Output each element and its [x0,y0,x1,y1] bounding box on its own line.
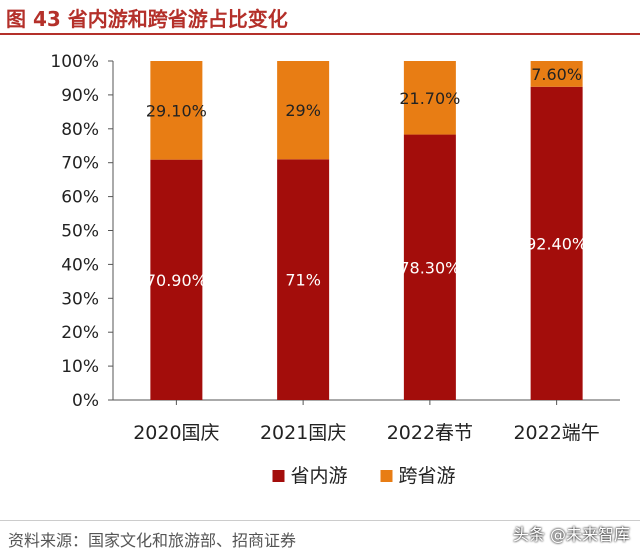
data-label: 21.70% [399,89,460,108]
bar-series-2 [403,61,456,135]
y-tick-label: 40% [61,255,99,275]
legend-swatch-2 [380,470,393,482]
y-tick-label: 90% [61,86,99,106]
bar-series-1 [150,159,203,400]
y-tick-label: 30% [61,289,99,309]
source-divider [0,520,640,521]
y-tick-label: 0% [72,391,99,411]
y-tick-label: 60% [61,188,99,208]
x-tick-label: 2021国庆 [260,422,346,444]
legend-swatch-1 [272,470,285,482]
data-label: 92.40% [526,234,587,253]
data-label: 70.90% [146,271,207,290]
bar-series-1 [530,86,583,400]
data-label: 71% [285,271,321,290]
legend-label-1: 省内游 [291,465,348,487]
bar-series-2 [277,61,330,160]
legend-label-2: 跨省游 [399,465,456,487]
bar-series-2 [530,61,583,87]
data-label: 7.60% [531,65,582,84]
bar-series-1 [403,134,456,401]
y-tick-label: 10% [61,357,99,377]
y-tick-label: 70% [61,154,99,174]
x-tick-label: 2022端午 [513,422,599,444]
data-label: 29% [285,101,321,120]
x-tick-label: 2022春节 [387,422,473,444]
stacked-bar-chart: 0% 10% 20% 30% 40% 50% 60% 70% 80% 90% 100% 70.90% 2… [50,52,620,487]
watermark: 头条 @未来智库 [512,525,630,544]
y-tick-label: 100% [50,52,99,72]
title-divider [0,33,640,35]
data-label: 78.30% [399,258,460,277]
bar-series-2 [150,61,203,160]
y-tick-label: 20% [61,323,99,343]
y-tick-label: 50% [61,222,99,242]
x-tick-label: 2020国庆 [133,422,219,444]
source-note: 资料来源：国家文化和旅游部、招商证券 [8,531,297,550]
data-label: 29.10% [146,101,207,120]
y-tick-label: 80% [61,120,99,140]
chart-title: 图 43 省内游和跨省游占比变化 [6,7,288,31]
bar-series-1 [277,159,330,400]
